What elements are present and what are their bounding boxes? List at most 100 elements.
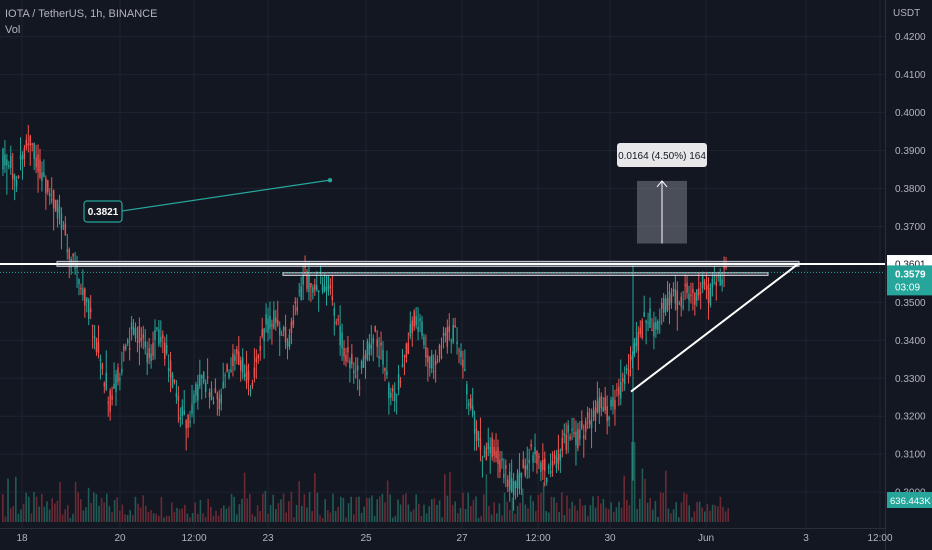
symbol-title[interactable]: IOTA / TetherUS, 1h, BINANCE xyxy=(5,8,158,20)
volume-bar xyxy=(225,508,228,522)
volume-bar xyxy=(652,509,654,522)
candle-body xyxy=(179,417,182,420)
y-tick-label: 0.4100 xyxy=(895,70,926,81)
volume-bar xyxy=(334,510,337,522)
candle-body xyxy=(208,392,211,397)
candle-body xyxy=(142,333,145,339)
volume-bar xyxy=(17,513,20,522)
candle-body xyxy=(374,326,376,332)
volume-tag-box xyxy=(887,492,932,508)
volume-tag-label: 636.443K xyxy=(890,496,931,507)
candle-body xyxy=(97,342,100,353)
candle-body xyxy=(8,165,10,167)
candle-body xyxy=(653,322,655,337)
candle-body xyxy=(397,374,400,391)
volume-bar xyxy=(43,506,46,522)
candle-body xyxy=(469,398,472,409)
candle-body xyxy=(6,159,8,166)
volume-bar xyxy=(379,496,381,522)
volume-bar xyxy=(451,505,454,522)
candle-body xyxy=(224,375,226,377)
candle-body xyxy=(561,437,564,452)
candle-body xyxy=(58,206,61,214)
candle-body xyxy=(421,321,423,336)
volume-bar xyxy=(267,513,269,522)
volume-bar xyxy=(724,511,727,522)
candle-body xyxy=(138,326,141,343)
candle-body xyxy=(216,393,219,400)
candle-body xyxy=(335,321,337,324)
volume-indicator-label[interactable]: Vol xyxy=(5,24,21,36)
candle-body xyxy=(723,265,725,269)
candle-body xyxy=(489,447,491,454)
volume-bar xyxy=(553,497,555,522)
candle-body xyxy=(306,271,308,289)
candle-body xyxy=(347,346,349,353)
candle-body xyxy=(616,389,618,391)
candle-body xyxy=(399,381,402,383)
candle-body xyxy=(719,273,721,286)
volume-bar xyxy=(272,494,274,522)
candle-body xyxy=(292,320,295,326)
volume-bar xyxy=(576,510,579,522)
candle-body xyxy=(460,350,462,357)
candle-body xyxy=(612,397,614,407)
candle-body xyxy=(579,429,581,440)
volume-bar xyxy=(238,504,241,522)
candle-body xyxy=(549,470,552,474)
candle-body xyxy=(707,284,710,303)
candle-body xyxy=(596,401,599,412)
candle-body xyxy=(547,466,550,469)
last-price-label: 0.3579 xyxy=(895,269,926,280)
candle-body xyxy=(454,325,456,328)
candle-body xyxy=(136,341,139,343)
candle-body xyxy=(4,154,6,166)
candle-body xyxy=(278,327,281,336)
volume-bar xyxy=(623,475,625,522)
candle-body xyxy=(64,223,67,236)
volume-bar xyxy=(407,504,410,522)
volume-bar xyxy=(470,505,472,522)
volume-bar xyxy=(618,501,620,522)
candle-body xyxy=(288,334,291,348)
candle-body xyxy=(160,337,162,342)
volume-bar xyxy=(594,507,597,522)
callout-anchor-point xyxy=(327,177,333,183)
volume-bar xyxy=(446,495,449,522)
candle-body xyxy=(333,308,336,316)
volume-bar xyxy=(496,513,498,522)
volume-bar xyxy=(587,516,589,522)
candle-body xyxy=(711,278,714,288)
volume-bar xyxy=(46,501,48,522)
candle-body xyxy=(419,318,421,322)
volume-bar xyxy=(342,497,345,522)
candle-body xyxy=(130,322,133,330)
candle-body xyxy=(672,289,675,292)
candle-body xyxy=(565,434,567,451)
candle-body xyxy=(17,176,20,178)
volume-bar xyxy=(701,507,703,522)
volume-bar xyxy=(550,496,553,522)
candle-body xyxy=(300,286,302,300)
candle-body xyxy=(602,407,604,412)
volume-bar xyxy=(483,494,485,522)
candle-body xyxy=(243,373,246,378)
candle-body xyxy=(384,367,386,371)
candle-body xyxy=(536,450,538,464)
volume-bar xyxy=(353,514,355,522)
volume-bar xyxy=(503,492,506,522)
volume-bar xyxy=(555,502,558,522)
volume-bar xyxy=(2,494,4,522)
volume-bar xyxy=(246,498,248,522)
candle-body xyxy=(450,340,452,342)
volume-bar xyxy=(189,517,191,522)
volume-bar xyxy=(298,481,300,522)
candle-body xyxy=(353,370,355,374)
candle-body xyxy=(577,428,579,449)
candle-body xyxy=(241,357,244,373)
candle-body xyxy=(522,459,525,468)
candle-body xyxy=(534,447,536,455)
candle-body xyxy=(382,350,384,365)
volume-bar xyxy=(345,517,347,522)
